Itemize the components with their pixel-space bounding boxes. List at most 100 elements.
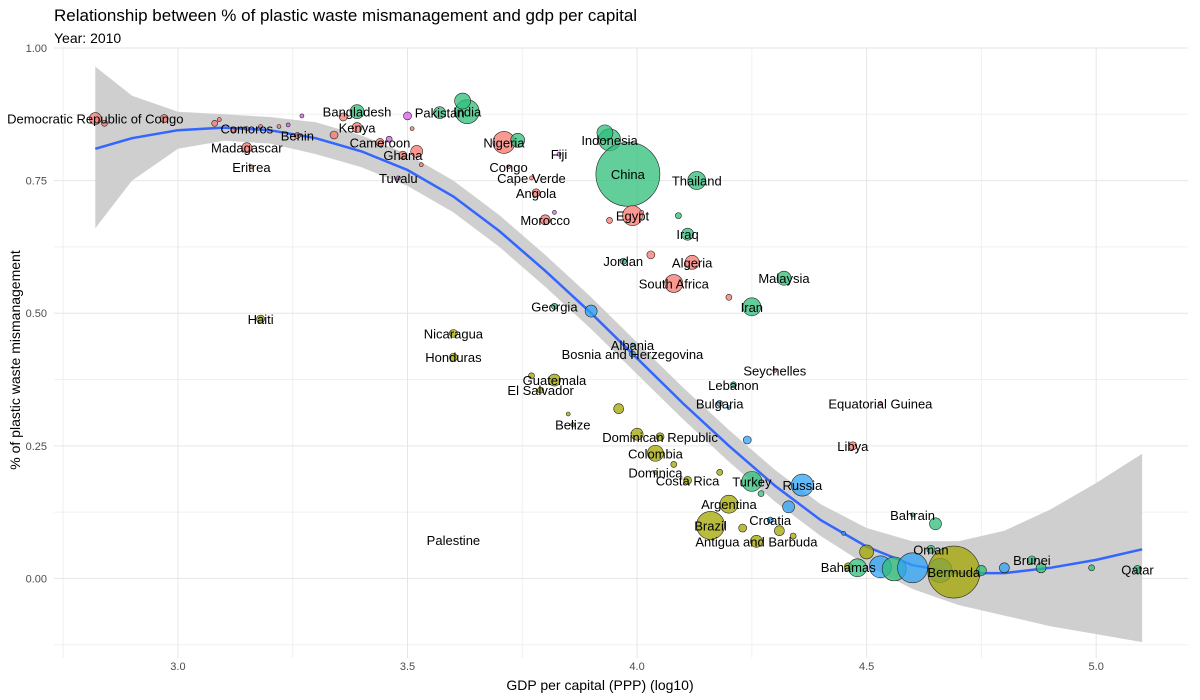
data-point bbox=[299, 113, 305, 119]
data-point bbox=[531, 188, 541, 198]
data-point bbox=[681, 227, 694, 241]
data-point bbox=[230, 127, 236, 133]
data-point bbox=[449, 352, 458, 362]
data-point bbox=[606, 217, 613, 224]
data-point bbox=[570, 422, 576, 427]
data-point bbox=[454, 92, 471, 110]
point-label: Bermuda bbox=[927, 565, 981, 580]
point-label: El Salvador bbox=[507, 383, 574, 398]
data-point bbox=[675, 212, 682, 219]
point-label: Palestine bbox=[427, 533, 480, 548]
point-label: Honduras bbox=[425, 350, 482, 365]
data-point bbox=[776, 270, 792, 286]
point-label: Pakistan bbox=[415, 106, 465, 121]
data-point bbox=[630, 342, 635, 348]
y-tick-label: 0.00 bbox=[26, 573, 47, 585]
point-label: Kenya bbox=[339, 121, 377, 136]
data-point bbox=[1133, 565, 1142, 574]
point-label: Comoros bbox=[220, 122, 273, 137]
data-point bbox=[619, 257, 627, 265]
data-point bbox=[976, 565, 987, 576]
data-point bbox=[664, 274, 684, 293]
point-label: South Africa bbox=[639, 277, 710, 292]
point-label: Benin bbox=[281, 129, 314, 144]
data-point bbox=[929, 517, 942, 531]
data-point bbox=[258, 124, 263, 129]
data-point bbox=[418, 162, 424, 167]
point-label: Morocco bbox=[520, 213, 570, 228]
data-point bbox=[683, 476, 692, 485]
point-label: Nicaragua bbox=[424, 326, 484, 341]
data-point bbox=[613, 403, 625, 414]
data-point bbox=[716, 400, 724, 407]
data-point bbox=[859, 544, 874, 560]
point-label: Libya bbox=[837, 439, 869, 454]
point-label: Bahrain bbox=[890, 508, 935, 523]
data-point bbox=[351, 122, 363, 133]
data-point bbox=[396, 175, 401, 181]
point-label: Angola bbox=[516, 186, 557, 201]
data-point bbox=[696, 511, 725, 540]
data-point bbox=[285, 122, 291, 128]
data-point bbox=[646, 250, 656, 260]
data-point bbox=[782, 500, 795, 514]
data-point bbox=[329, 130, 339, 140]
y-tick-label: 0.75 bbox=[26, 176, 47, 188]
point-label: Colombia bbox=[628, 446, 684, 461]
point-label: Antigua and Barbuda bbox=[695, 534, 818, 549]
x-tick-label: 5.0 bbox=[1089, 661, 1104, 673]
data-point bbox=[910, 512, 915, 518]
y-tick-label: 1.00 bbox=[26, 43, 47, 55]
data-point bbox=[216, 117, 222, 122]
point-label: Ghana bbox=[383, 148, 423, 163]
data-point bbox=[684, 254, 700, 270]
data-point bbox=[742, 435, 752, 445]
data-point bbox=[338, 112, 348, 122]
data-point bbox=[878, 401, 883, 406]
point-label: Jordan bbox=[603, 254, 643, 269]
x-tick-label: 3.0 bbox=[170, 661, 185, 673]
data-point bbox=[726, 405, 732, 410]
point-label: Dominica bbox=[628, 465, 683, 480]
data-point bbox=[639, 210, 644, 215]
data-point bbox=[630, 427, 644, 441]
x-tick-label: 3.5 bbox=[400, 661, 415, 673]
point-label: Fiji bbox=[551, 147, 568, 162]
data-point bbox=[506, 164, 511, 170]
data-point bbox=[1027, 555, 1037, 565]
point-label: Bulgaria bbox=[696, 396, 744, 411]
data-point bbox=[774, 525, 785, 536]
y-tick-label: 0.25 bbox=[26, 441, 47, 453]
data-point bbox=[556, 151, 562, 157]
point-label: Thailand bbox=[672, 174, 722, 189]
data-point bbox=[398, 150, 408, 160]
chart-subtitle: Year: 2010 bbox=[54, 30, 122, 46]
data-point bbox=[529, 175, 534, 181]
point-label: Bahamas bbox=[821, 560, 876, 575]
data-point bbox=[596, 124, 614, 142]
data-point bbox=[670, 461, 678, 468]
data-point bbox=[565, 411, 571, 417]
data-point bbox=[653, 470, 658, 475]
point-label: Cape Verde bbox=[497, 171, 566, 186]
point-label: Croatia bbox=[749, 513, 792, 528]
data-point bbox=[716, 469, 724, 476]
data-point bbox=[256, 314, 265, 324]
data-point bbox=[537, 386, 544, 394]
point-label: Dominican Republic bbox=[602, 430, 718, 445]
data-point bbox=[750, 535, 763, 548]
data-point bbox=[629, 350, 636, 358]
data-point bbox=[1035, 562, 1047, 574]
data-point bbox=[647, 444, 664, 462]
point-label: Tuvalu bbox=[379, 171, 418, 186]
data-point bbox=[742, 297, 762, 317]
data-point bbox=[766, 516, 774, 524]
data-point bbox=[999, 562, 1010, 574]
data-point bbox=[741, 471, 763, 492]
point-label: Bangladesh bbox=[323, 105, 392, 120]
point-label: Cameroon bbox=[350, 135, 411, 150]
confidence-band bbox=[95, 66, 1143, 643]
data-point bbox=[409, 126, 415, 131]
data-point bbox=[241, 142, 253, 154]
